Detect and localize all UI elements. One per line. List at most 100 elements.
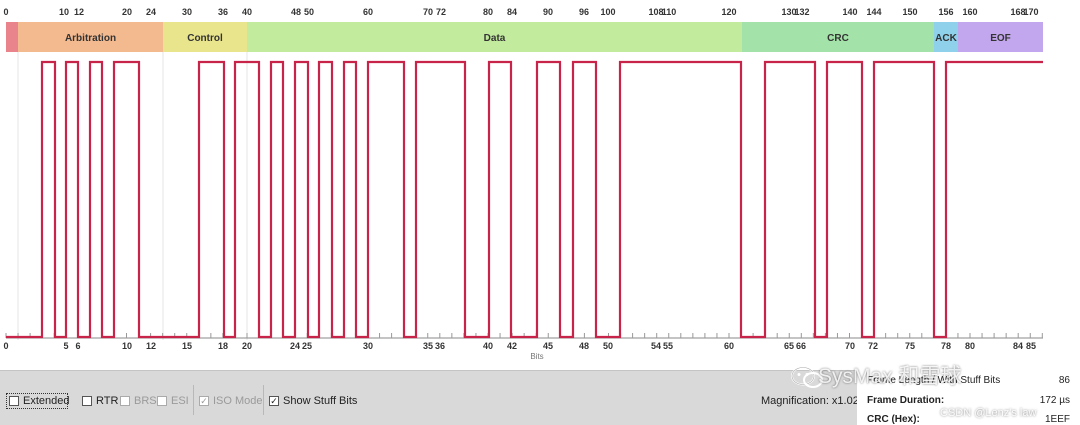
rtr-checkbox-box[interactable] xyxy=(82,396,92,406)
bottom-tick-label: 55 xyxy=(663,341,673,351)
bottom-tick-label: 66 xyxy=(796,341,806,351)
segment-data xyxy=(247,22,742,52)
bottom-tick-label: 18 xyxy=(218,341,228,351)
toolbar-divider xyxy=(193,385,194,415)
top-tick-label: 120 xyxy=(721,7,736,17)
bottom-tick-label: 35 xyxy=(423,341,433,351)
axis-label: Bits xyxy=(530,352,543,361)
rtr-label: RTR xyxy=(96,395,119,407)
esi-label: ESI xyxy=(171,395,189,407)
segment-label-ack: ACK xyxy=(935,33,957,44)
segment-label-arbitration: Arbitration xyxy=(65,33,116,44)
toolbar-divider xyxy=(263,385,264,415)
bottom-tick-label: 30 xyxy=(363,341,373,351)
top-tick-label: 0 xyxy=(3,7,8,17)
frame-duration-value: 172 µs xyxy=(1039,395,1070,406)
bottom-tick-label: 60 xyxy=(724,341,734,351)
bottom-tick-label: 6 xyxy=(75,341,80,351)
frame-length-label: Frame Length / With Stuff Bits xyxy=(867,375,1001,386)
can-signal-waveform xyxy=(6,60,1043,339)
crc-hex-label: CRC (Hex): xyxy=(867,414,920,425)
top-tick-label: 90 xyxy=(543,7,553,17)
top-tick-label: 20 xyxy=(122,7,132,17)
top-tick-label: 110 xyxy=(662,7,677,17)
bottom-tick-label: 36 xyxy=(435,341,445,351)
top-tick-label: 96 xyxy=(579,7,589,17)
bottom-tick-label: 72 xyxy=(868,341,878,351)
wechat-icon xyxy=(791,366,823,388)
rtr-checkbox[interactable]: RTR xyxy=(82,393,118,409)
top-tick-label: 40 xyxy=(242,7,252,17)
segment-eof xyxy=(958,22,1043,52)
segment-ack xyxy=(934,22,958,52)
extended-label: Extended xyxy=(23,395,70,407)
extended-checkbox-box[interactable] xyxy=(9,396,19,406)
top-tick-label: 140 xyxy=(842,7,857,17)
bottom-tick-label: 54 xyxy=(651,341,661,351)
top-tick-label: 70 xyxy=(423,7,433,17)
top-tick-label: 144 xyxy=(866,7,881,17)
bottom-tick-label: 84 xyxy=(1013,341,1023,351)
brs-checkbox-box[interactable] xyxy=(120,396,130,406)
extended-checkbox[interactable]: Extended xyxy=(9,393,69,409)
show-stuff-bits-checkbox[interactable]: ✓ Show Stuff Bits xyxy=(269,393,357,409)
bottom-tick-label: 10 xyxy=(122,341,132,351)
bottom-tick-label: 65 xyxy=(784,341,794,351)
segment-sof xyxy=(6,22,18,52)
top-tick-label: 24 xyxy=(146,7,156,17)
bottom-tick-label: 0 xyxy=(3,341,8,351)
top-tick-label: 50 xyxy=(304,7,314,17)
bottom-tick-label: 45 xyxy=(543,341,553,351)
bottom-tick-label: 15 xyxy=(182,341,192,351)
bottom-tick-label: 78 xyxy=(941,341,951,351)
segment-label-crc: CRC xyxy=(827,33,849,44)
top-tick-label: 72 xyxy=(436,7,446,17)
bottom-tick-label: 80 xyxy=(965,341,975,351)
crc-hex-value: 1EEF xyxy=(1044,414,1070,425)
top-tick-label: 12 xyxy=(74,7,84,17)
focus-outline xyxy=(6,393,68,409)
top-tick-label: 10 xyxy=(59,7,69,17)
top-tick-label: 150 xyxy=(902,7,917,17)
brs-checkbox[interactable]: BRS xyxy=(120,393,157,409)
bottom-tick-label: 75 xyxy=(905,341,915,351)
top-tick-label: 36 xyxy=(218,7,228,17)
bottom-tick-label: 12 xyxy=(146,341,156,351)
iso-mode-checkbox-box[interactable]: ✓ xyxy=(199,396,209,406)
top-tick-label: 108 xyxy=(648,7,663,17)
esi-checkbox-box[interactable] xyxy=(157,396,167,406)
segment-label-control: Control xyxy=(187,33,223,44)
top-tick-label: 60 xyxy=(363,7,373,17)
segment-control xyxy=(163,22,247,52)
bottom-tick-label: 50 xyxy=(603,341,613,351)
segment-arbitration xyxy=(18,22,163,52)
bottom-tick-label: 48 xyxy=(579,341,589,351)
top-tick-label: 84 xyxy=(507,7,517,17)
esi-checkbox[interactable]: ESI xyxy=(157,393,189,409)
bottom-tick-label: 25 xyxy=(302,341,312,351)
bottom-tick-label: 40 xyxy=(483,341,493,351)
bottom-tick-label: 5 xyxy=(63,341,68,351)
frame-info-panel: Frame Length / With Stuff Bits 86 Frame … xyxy=(857,367,1080,425)
timing-diagram-svg: Arbitration Control Data CRC ACK EOF 0 10 12 20 24… xyxy=(3,7,1043,361)
bottom-tick-label: 42 xyxy=(507,341,517,351)
top-tick-label: 160 xyxy=(962,7,977,17)
top-tick-label: 132 xyxy=(794,7,809,17)
show-stuff-bits-label: Show Stuff Bits xyxy=(283,395,358,407)
can-frame-timing-diagram: Arbitration Control Data CRC ACK EOF 0 10 12 20 24… xyxy=(3,7,1043,361)
brs-label: BRS xyxy=(134,395,157,407)
bottom-tick-label: 85 xyxy=(1026,341,1036,351)
segment-label-data: Data xyxy=(484,33,506,44)
top-tick-label: 168 xyxy=(1010,7,1025,17)
top-tick-label: 30 xyxy=(182,7,192,17)
frame-duration-label: Frame Duration: xyxy=(867,395,945,406)
show-stuff-bits-checkbox-box[interactable]: ✓ xyxy=(269,396,279,406)
top-tick-label: 80 xyxy=(483,7,493,17)
iso-mode-checkbox[interactable]: ✓ ISO Mode xyxy=(199,393,263,409)
top-tick-label: 170 xyxy=(1023,7,1038,17)
segment-crc xyxy=(742,22,934,52)
watermark-text: SysMax 和雪球 xyxy=(818,365,962,388)
top-tick-label: 156 xyxy=(938,7,953,17)
top-tick-label: 130 xyxy=(781,7,796,17)
top-tick-label: 100 xyxy=(600,7,615,17)
